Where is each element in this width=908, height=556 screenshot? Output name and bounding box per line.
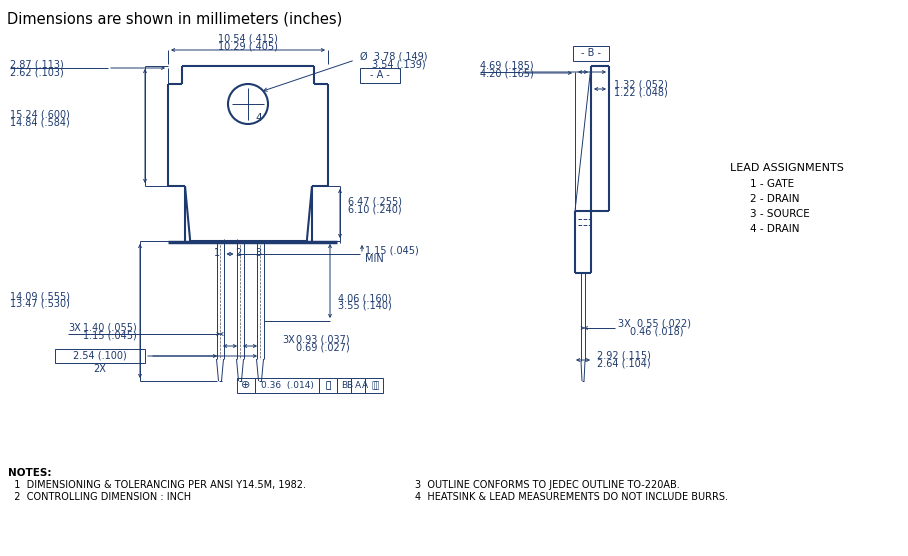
Text: 1.32 (.052): 1.32 (.052) [614, 79, 668, 89]
Text: 1.15 (.045): 1.15 (.045) [83, 331, 137, 341]
Text: 2.92 (.115): 2.92 (.115) [597, 351, 651, 361]
Text: 0.69 (.027): 0.69 (.027) [296, 343, 350, 353]
Circle shape [228, 84, 268, 124]
Bar [360, 68, 400, 83]
Text: NOTES:: NOTES: [8, 468, 52, 478]
Text: 2X: 2X [94, 364, 106, 374]
Text: - B -: - B - [581, 48, 601, 58]
Text: 3X: 3X [68, 323, 81, 333]
Text: 3X: 3X [282, 335, 295, 345]
Text: ⊕: ⊕ [242, 380, 251, 390]
Text: A: A [362, 381, 368, 390]
Text: 0.36  (.014): 0.36 (.014) [261, 381, 313, 390]
Text: 2.64 (.104): 2.64 (.104) [597, 359, 651, 369]
Text: 1: 1 [214, 248, 220, 258]
Text: 2 - DRAIN: 2 - DRAIN [750, 194, 800, 204]
Text: 3.54 (.139): 3.54 (.139) [372, 59, 426, 69]
Text: 4.69 (.185): 4.69 (.185) [480, 60, 534, 70]
Text: 3 - SOURCE: 3 - SOURCE [750, 209, 810, 219]
Text: 14.09 (.555): 14.09 (.555) [10, 291, 70, 301]
Bar [351, 378, 365, 393]
Text: 1.22 (.048): 1.22 (.048) [614, 87, 667, 97]
Text: 3X  0.55 (.022): 3X 0.55 (.022) [618, 319, 691, 329]
Text: Ø  3.78 (.149): Ø 3.78 (.149) [360, 51, 428, 61]
Bar [365, 378, 383, 393]
Text: 1.15 (.045): 1.15 (.045) [365, 245, 419, 255]
Text: Ⓜ: Ⓜ [325, 381, 331, 390]
Text: 4.06 (.160): 4.06 (.160) [338, 293, 391, 303]
Text: 2.87 (.113): 2.87 (.113) [10, 59, 64, 69]
Text: 0.93 (.037): 0.93 (.037) [296, 335, 350, 345]
Text: 4: 4 [255, 113, 262, 123]
Text: 1  DIMENSIONING & TOLERANCING PER ANSI Y14.5M, 1982.: 1 DIMENSIONING & TOLERANCING PER ANSI Y1… [8, 480, 306, 490]
Text: Ⓜ: Ⓜ [373, 381, 379, 390]
Text: 2  CONTROLLING DIMENSION : INCH: 2 CONTROLLING DIMENSION : INCH [8, 492, 191, 502]
Text: 1 - GATE: 1 - GATE [750, 179, 794, 189]
Text: LEAD ASSIGNMENTS: LEAD ASSIGNMENTS [730, 163, 844, 173]
Text: 6.10 (.240): 6.10 (.240) [348, 204, 401, 214]
Bar [573, 46, 609, 61]
Text: 3  OUTLINE CONFORMS TO JEDEC OUTLINE TO-220AB.: 3 OUTLINE CONFORMS TO JEDEC OUTLINE TO-2… [415, 480, 680, 490]
Text: Dimensions are shown in millimeters (inches): Dimensions are shown in millimeters (inc… [7, 11, 342, 26]
Text: A: A [355, 381, 361, 390]
Text: 6.47 (.255): 6.47 (.255) [348, 196, 402, 206]
Text: 10.54 (.415): 10.54 (.415) [218, 33, 278, 43]
Text: MIN: MIN [365, 254, 384, 264]
Bar [55, 349, 145, 363]
Text: - A -: - A - [370, 70, 390, 80]
Text: 4 - DRAIN: 4 - DRAIN [750, 224, 800, 234]
Text: B: B [340, 381, 347, 390]
Text: 10.29 (.405): 10.29 (.405) [218, 41, 278, 51]
Text: 15.24 (.600): 15.24 (.600) [10, 109, 70, 119]
Bar [337, 378, 351, 393]
Text: 3: 3 [255, 248, 262, 258]
Text: Ⓜ: Ⓜ [325, 381, 331, 390]
Bar [237, 378, 255, 393]
Text: 4  HEATSINK & LEAD MEASUREMENTS DO NOT INCLUDE BURRS.: 4 HEATSINK & LEAD MEASUREMENTS DO NOT IN… [415, 492, 728, 502]
Text: 4.20 (.165): 4.20 (.165) [480, 68, 534, 78]
Text: 2.62 (.103): 2.62 (.103) [10, 67, 64, 77]
Text: Ⓜ: Ⓜ [371, 381, 377, 390]
Text: 13.47 (.530): 13.47 (.530) [10, 299, 70, 309]
Text: 2: 2 [235, 248, 242, 258]
Text: 0.46 (.018): 0.46 (.018) [630, 327, 684, 337]
Text: 14.84 (.584): 14.84 (.584) [10, 117, 70, 127]
Text: 2.54 (.100): 2.54 (.100) [74, 351, 127, 361]
Text: 3.55 (.140): 3.55 (.140) [338, 301, 391, 311]
Text: B: B [346, 381, 352, 390]
Text: 1.40 (.055): 1.40 (.055) [83, 323, 137, 333]
Bar [319, 378, 337, 393]
Bar [255, 378, 319, 393]
